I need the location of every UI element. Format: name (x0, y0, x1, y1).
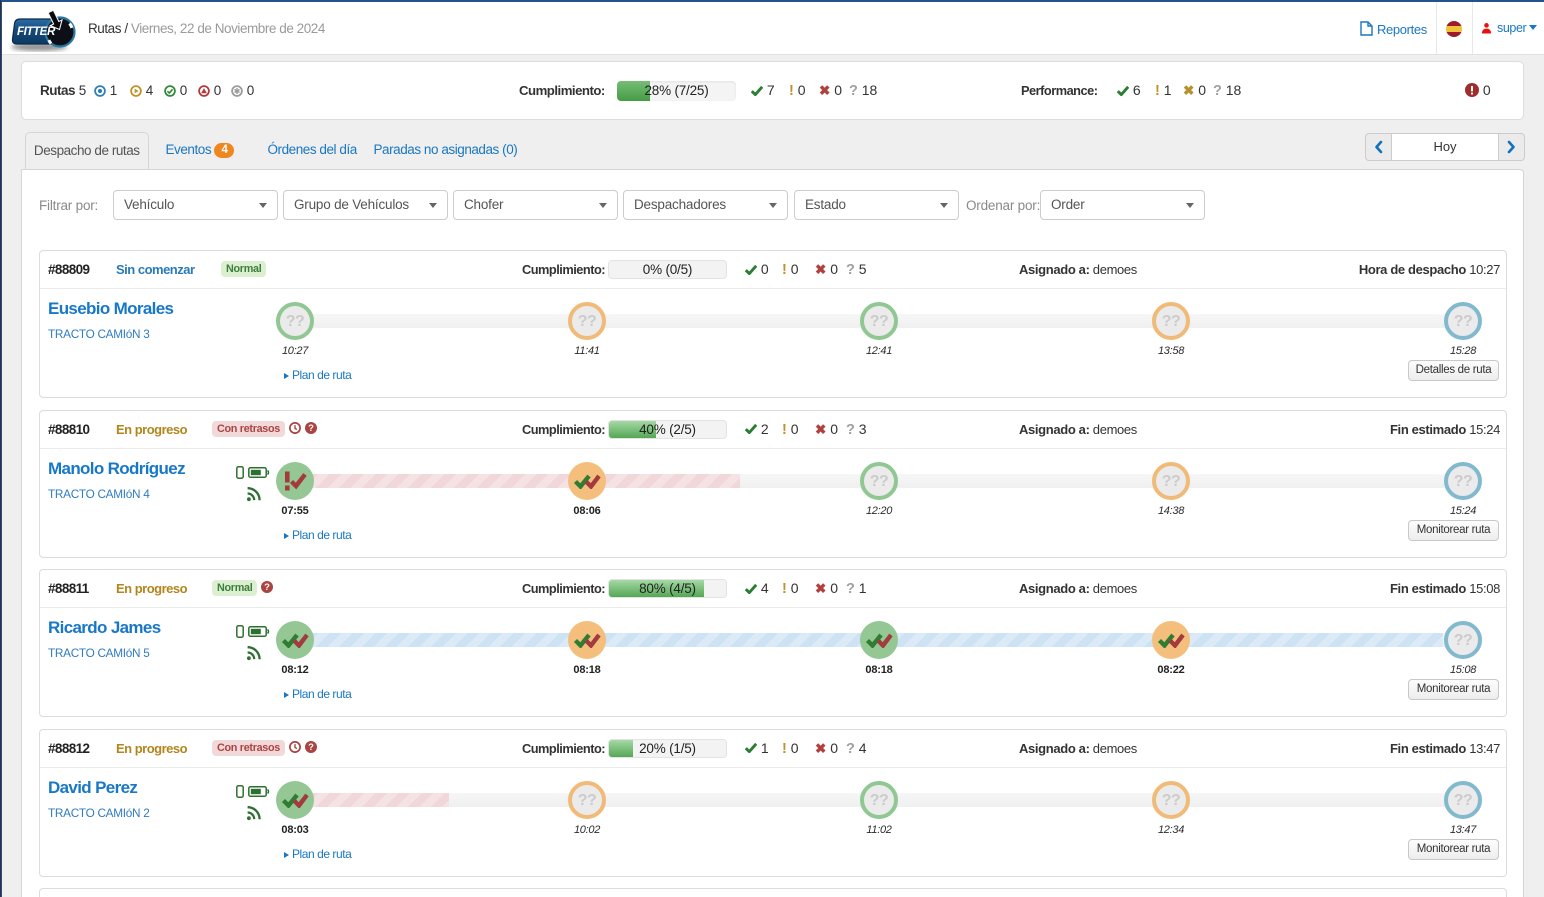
svg-text:?: ? (265, 582, 271, 593)
svg-text:FITTER: FITTER (17, 26, 56, 38)
svg-text:?: ? (308, 742, 314, 753)
svg-text:?: ? (308, 423, 314, 434)
